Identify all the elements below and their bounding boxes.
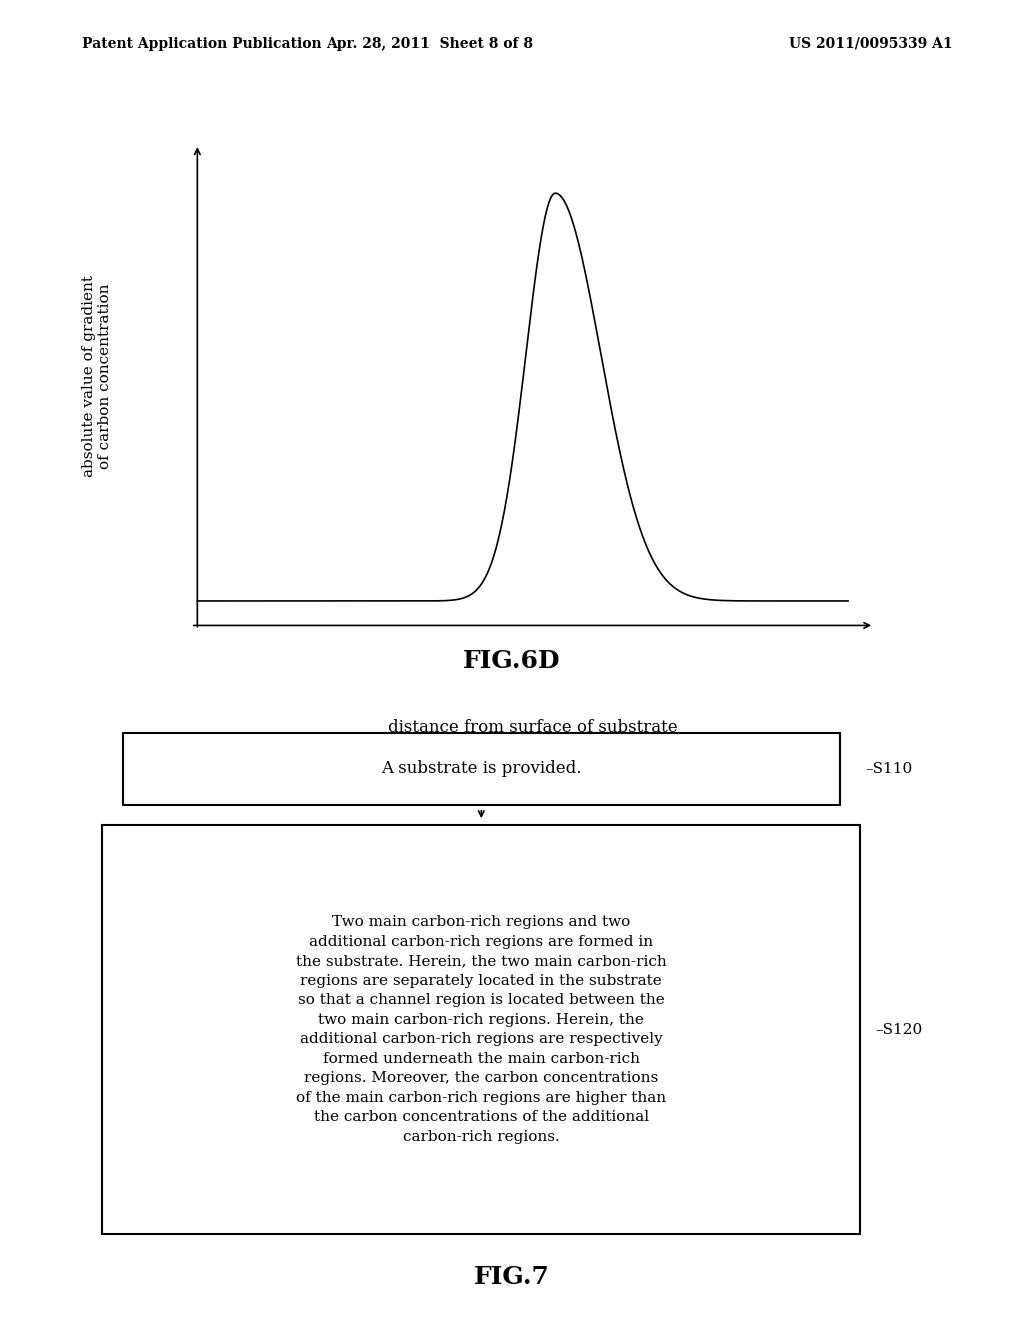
Text: US 2011/0095339 A1: US 2011/0095339 A1 <box>788 37 952 51</box>
Text: Patent Application Publication: Patent Application Publication <box>82 37 322 51</box>
Text: Apr. 28, 2011  Sheet 8 of 8: Apr. 28, 2011 Sheet 8 of 8 <box>327 37 534 51</box>
Text: –S120: –S120 <box>876 1023 923 1036</box>
Text: distance from surface of substrate: distance from surface of substrate <box>388 719 677 735</box>
Text: A substrate is provided.: A substrate is provided. <box>381 760 582 777</box>
Text: –S110: –S110 <box>865 762 912 776</box>
Text: Two main carbon-rich regions and two
additional carbon-rich regions are formed i: Two main carbon-rich regions and two add… <box>296 915 667 1144</box>
Text: FIG.6D: FIG.6D <box>463 649 561 673</box>
Text: absolute value of gradient
of carbon concentration: absolute value of gradient of carbon con… <box>82 275 113 478</box>
Text: FIG.7: FIG.7 <box>474 1265 550 1288</box>
